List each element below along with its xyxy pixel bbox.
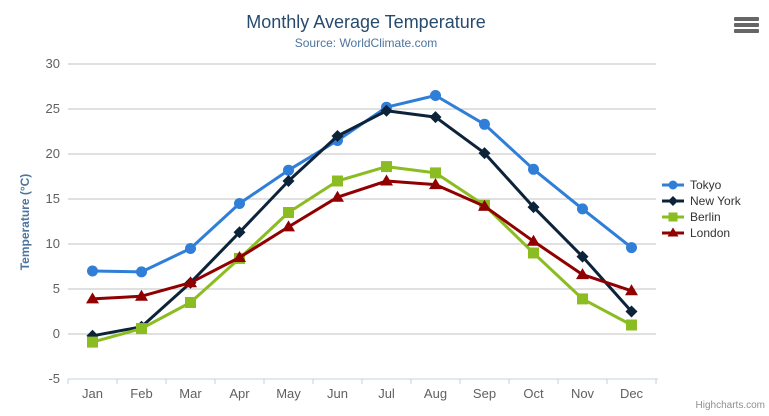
data-point-london[interactable] (380, 174, 393, 186)
data-point-new-york[interactable] (478, 147, 491, 160)
series-line-new-york (91, 109, 633, 338)
legend-symbol (667, 227, 679, 237)
data-point-new-york[interactable] (527, 201, 540, 214)
data-point-tokyo[interactable] (528, 163, 539, 175)
x-axis-category-label: Jul (378, 386, 395, 401)
data-point-london[interactable] (331, 190, 344, 202)
data-point-berlin[interactable] (626, 319, 637, 331)
legend-marker-icon (662, 227, 684, 237)
data-point-london[interactable] (429, 178, 442, 190)
data-point-new-york[interactable] (233, 226, 246, 239)
data-point-tokyo[interactable] (479, 118, 490, 130)
data-point-tokyo[interactable] (283, 164, 294, 176)
legend-label: Tokyo (690, 178, 722, 192)
legend-symbol (668, 212, 678, 222)
chart-title: Monthly Average Temperature (246, 12, 486, 32)
data-point-new-york[interactable] (282, 175, 295, 187)
data-point-tokyo[interactable] (87, 265, 98, 277)
x-axis-category-label: Apr (229, 386, 250, 401)
legend-symbol (668, 196, 678, 206)
x-axis-category-label: May (276, 386, 301, 401)
data-point-new-york[interactable] (380, 104, 393, 117)
legend-item-tokyo[interactable]: Tokyo (661, 177, 741, 193)
legend-item-london[interactable]: London (661, 225, 741, 241)
data-point-tokyo[interactable] (136, 266, 147, 278)
legend-marker-icon (662, 196, 684, 206)
x-axis-category-label: Sep (473, 386, 496, 401)
legend-item-berlin[interactable]: Berlin (661, 209, 741, 225)
data-point-london[interactable] (135, 289, 148, 301)
data-point-tokyo[interactable] (185, 243, 196, 254)
hamburger-icon (734, 23, 759, 27)
credits-link[interactable]: Highcharts.com (695, 400, 765, 411)
y-axis-tick-label: 30 (46, 56, 60, 71)
data-point-tokyo[interactable] (430, 90, 441, 101)
legend-marker-icon (662, 180, 684, 190)
data-point-london[interactable] (184, 276, 197, 288)
x-axis-category-label: Dec (620, 386, 644, 401)
data-point-london[interactable] (282, 220, 295, 232)
y-axis-tick-label: 20 (46, 146, 60, 161)
x-axis-category-label: Jun (327, 386, 348, 401)
data-point-berlin[interactable] (185, 297, 196, 308)
data-point-new-york[interactable] (625, 305, 638, 318)
x-axis-category-label: Oct (523, 386, 544, 401)
data-point-london[interactable] (478, 199, 491, 211)
data-point-tokyo[interactable] (577, 203, 588, 215)
y-axis-tick-label: 0 (53, 326, 60, 341)
data-point-tokyo[interactable] (626, 242, 637, 254)
x-axis-category-label: Nov (571, 386, 595, 401)
data-point-berlin[interactable] (87, 336, 98, 348)
data-point-berlin[interactable] (332, 175, 343, 187)
series-line-berlin (91, 165, 633, 344)
data-point-london[interactable] (625, 284, 638, 296)
y-axis-tick-label: -5 (48, 371, 60, 386)
y-axis-tick-label: 15 (46, 191, 60, 206)
legend-label: London (690, 226, 731, 240)
legend-item-new-york[interactable]: New York (661, 193, 741, 209)
series-line-london (91, 179, 633, 301)
data-point-berlin[interactable] (283, 207, 294, 218)
y-axis-tick-label: 10 (46, 236, 60, 251)
y-axis-tick-label: 5 (53, 281, 60, 296)
data-point-berlin[interactable] (528, 247, 539, 259)
data-point-london[interactable] (576, 268, 589, 280)
data-point-berlin[interactable] (136, 323, 147, 335)
data-point-new-york[interactable] (429, 111, 442, 124)
data-point-berlin[interactable] (430, 167, 441, 179)
chart-subtitle: Source: WorldClimate.com (294, 36, 438, 50)
x-axis-category-label: Jan (82, 386, 103, 401)
legend-marker-icon (662, 212, 684, 222)
data-point-new-york[interactable] (576, 250, 589, 263)
legend-symbol (668, 180, 678, 190)
data-point-london[interactable] (86, 292, 99, 304)
data-point-berlin[interactable] (381, 161, 392, 173)
data-point-berlin[interactable] (577, 293, 588, 305)
data-point-london[interactable] (527, 234, 540, 246)
x-axis-category-label: Mar (179, 386, 202, 401)
x-axis-category-label: Feb (130, 386, 152, 401)
hamburger-icon (734, 17, 759, 21)
data-point-new-york[interactable] (331, 130, 344, 142)
hamburger-icon (734, 29, 759, 33)
legend: Tokyo New York Berlin London (661, 177, 741, 241)
export-menu-button[interactable] (734, 17, 759, 35)
legend-label: New York (690, 194, 741, 208)
y-axis-tick-label: 25 (46, 101, 60, 116)
x-axis-category-label: Aug (424, 386, 447, 401)
data-point-london[interactable] (233, 251, 246, 262)
legend-label: Berlin (690, 210, 721, 224)
data-point-tokyo[interactable] (234, 198, 245, 209)
